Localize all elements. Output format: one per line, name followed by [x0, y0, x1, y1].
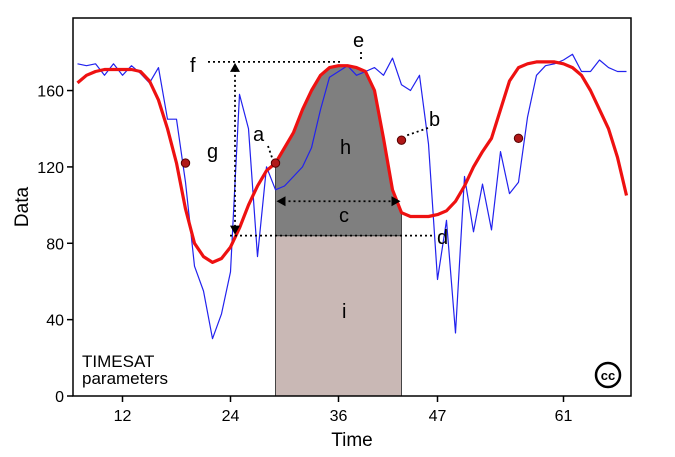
y-tick-label: 80 — [46, 236, 64, 253]
y-axis-label: Data — [12, 187, 33, 228]
y-tick-label: 0 — [55, 389, 64, 406]
axis-ticks: 0 40 80 120 160 12 24 36 47 61 — [37, 84, 572, 425]
annotation-g: g — [207, 141, 218, 163]
annotation-b: b — [429, 109, 440, 131]
annotation-e: e — [353, 30, 364, 52]
small-integral-region — [275, 235, 402, 397]
x-tick-label: 47 — [429, 408, 447, 425]
fitted-curve-line — [76, 60, 629, 264]
note-line-2: parameters — [82, 369, 168, 388]
annotation-h: h — [340, 137, 351, 159]
note-line-1: TIMESAT — [82, 352, 154, 371]
curve-marker — [513, 133, 524, 143]
cc-badge-label: cc — [601, 368, 615, 383]
annotation-c: c — [339, 205, 349, 227]
x-tick-label: 12 — [114, 408, 132, 425]
annotation-d: d — [437, 227, 448, 249]
annotation-guides — [208, 52, 434, 237]
x-axis-label: Time — [331, 430, 373, 451]
curve-marker — [180, 158, 191, 168]
cc-badge — [594, 361, 622, 389]
plot-frame — [72, 17, 632, 397]
annotation-f: f — [190, 55, 196, 77]
y-tick-label: 160 — [37, 84, 64, 101]
x-tick-label: 61 — [555, 408, 573, 425]
season-regions — [275, 65, 402, 397]
start-pointer — [267, 145, 274, 160]
annotation-i: i — [342, 301, 346, 323]
amplitude-arrow-head-top — [230, 62, 240, 72]
curve-marker — [270, 158, 281, 168]
raw-data-line — [77, 53, 627, 340]
x-tick-label: 36 — [330, 408, 348, 425]
end-pointer — [404, 127, 429, 138]
curve-marker — [396, 135, 407, 145]
marker-group — [180, 133, 524, 168]
y-tick-label: 120 — [37, 160, 64, 177]
length-arrow-head-left — [276, 196, 286, 207]
series-group — [76, 53, 629, 340]
annotation-a: a — [253, 124, 265, 146]
amplitude-arrow-head-bottom — [230, 225, 240, 235]
y-tick-label: 40 — [46, 313, 64, 330]
length-arrow-head-right — [391, 196, 401, 207]
x-tick-label: 24 — [222, 408, 240, 425]
